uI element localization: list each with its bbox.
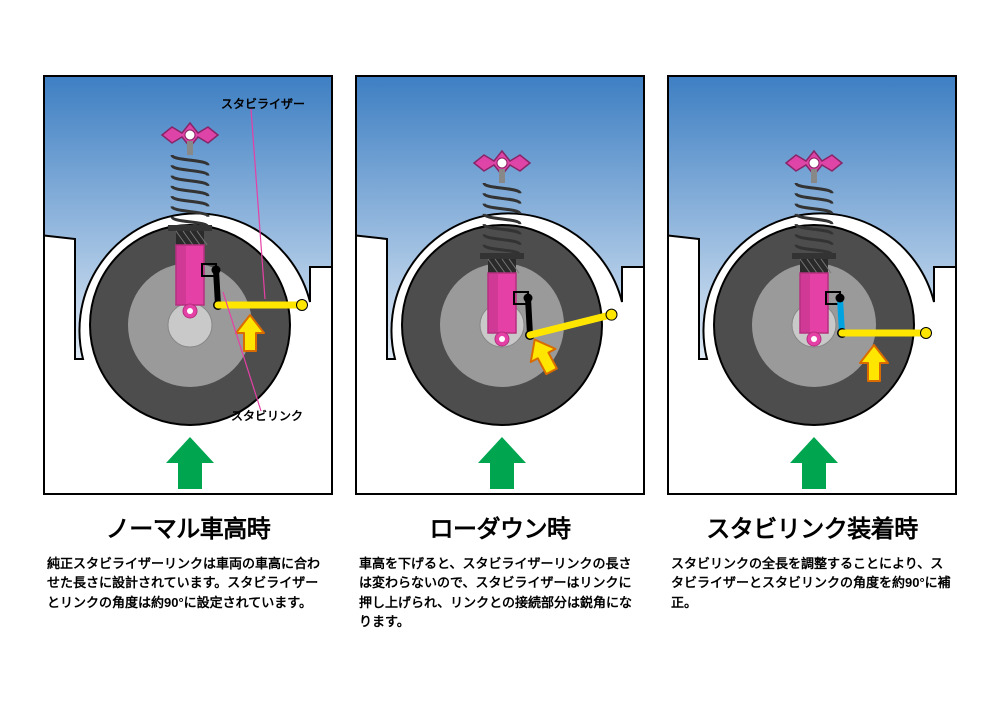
diagram-lowered xyxy=(355,75,645,495)
panel-normal: スタビライザー スタビリンク ノーマル車高時 純正スタビライザーリンクは車両の車… xyxy=(43,75,333,632)
diagram-normal: スタビライザー スタビリンク xyxy=(43,75,333,495)
desc-normal: 純正スタビライザーリンクは車両の車高に合わせた長さに設計されています。スタビライ… xyxy=(43,554,333,613)
title-normal: ノーマル車高時 xyxy=(43,509,333,544)
diagram-svg-adjusted xyxy=(669,77,957,495)
desc-lowered: 車高を下げると、スタビライザーリンクの長さは変わらないので、スタビライザーはリン… xyxy=(355,554,645,632)
diagram-svg-lowered xyxy=(357,77,645,495)
callout-stabilizer: スタビライザー xyxy=(221,95,305,112)
desc-adjusted: スタビリンクの全長を調整することにより、スタビライザーとスタビリンクの角度を約9… xyxy=(667,554,957,613)
diagram-adjusted xyxy=(667,75,957,495)
panels-row: スタビライザー スタビリンク ノーマル車高時 純正スタビライザーリンクは車両の車… xyxy=(40,75,960,632)
callout-stablink: スタビリンク xyxy=(231,407,303,424)
title-adjusted: スタビリンク装着時 xyxy=(667,509,957,544)
diagram-svg-normal xyxy=(45,77,333,495)
panel-adjusted: スタビリンク装着時 スタビリンクの全長を調整することにより、スタビライザーとスタ… xyxy=(667,75,957,632)
panel-lowered: ローダウン時 車高を下げると、スタビライザーリンクの長さは変わらないので、スタビ… xyxy=(355,75,645,632)
title-lowered: ローダウン時 xyxy=(355,509,645,544)
